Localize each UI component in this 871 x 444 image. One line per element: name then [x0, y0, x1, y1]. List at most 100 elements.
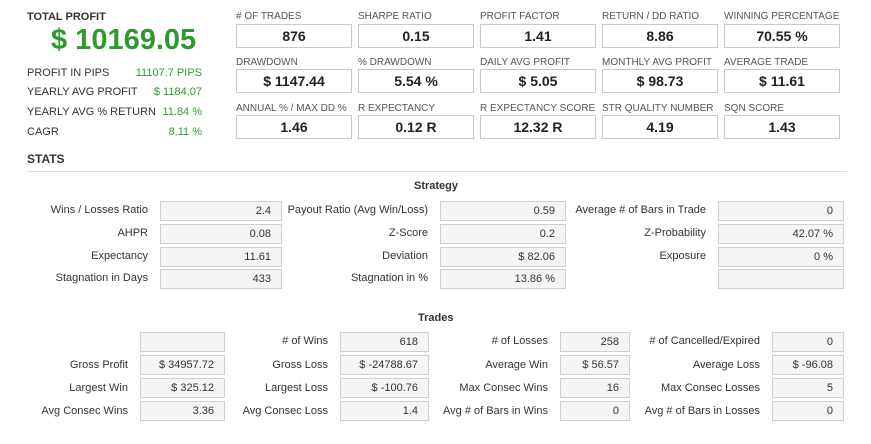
strategy-value: 42.07 % [718, 224, 844, 244]
summary-label: CAGR [27, 126, 59, 138]
trades-label: Largest Win [69, 382, 128, 394]
kpi-label: R EXPECTANCY [358, 103, 436, 114]
total-profit-label: TOTAL PROFIT [27, 11, 106, 23]
stats-divider [27, 171, 847, 172]
trades-label: Gross Loss [272, 359, 328, 371]
trades-label: Max Consec Losses [660, 382, 760, 394]
summary-row-cagr: CAGR 8.11 % [27, 126, 202, 142]
trades-label: # of Cancelled/Expired [649, 335, 760, 347]
stats-title: STATS [27, 152, 65, 166]
strategy-value: 0.2 [440, 224, 566, 244]
trades-label: Average Win [485, 359, 548, 371]
kpi-label: STR QUALITY NUMBER [602, 103, 714, 114]
trades-value: 258 [560, 332, 630, 352]
summary-label: YEARLY AVG % RETURN [27, 106, 156, 118]
summary-row-profit-pips: PROFIT IN PIPS 11107.7 PIPS [27, 67, 202, 83]
kpi-value: 4.19 [602, 115, 718, 139]
summary-label: YEARLY AVG PROFIT [27, 86, 138, 98]
kpi-label: SHARPE RATIO [358, 11, 432, 22]
trades-value [140, 332, 225, 352]
trades-value: $ -100.76 [340, 378, 429, 398]
strategy-label: Stagnation in Days [55, 272, 148, 284]
strategy-value: 0 [718, 201, 844, 221]
strategy-value: 0.08 [160, 224, 282, 244]
strategy-value: 433 [160, 269, 282, 289]
trades-value: $ 325.12 [140, 378, 225, 398]
kpi-value: 70.55 % [724, 24, 840, 48]
strategy-title: Strategy [414, 180, 459, 192]
strategy-value: $ 82.06 [440, 247, 566, 267]
summary-value: 11107.7 PIPS [135, 67, 202, 79]
kpi-value: 12.32 R [480, 115, 596, 139]
kpi-label: RETURN / DD RATIO [602, 11, 700, 22]
kpi-label: AVERAGE TRADE [724, 57, 809, 68]
trades-value: 1.4 [340, 401, 429, 421]
kpi-value: 1.46 [236, 115, 352, 139]
kpi-label: # OF TRADES [236, 11, 302, 22]
total-profit-value: $ 10169.05 [51, 24, 197, 56]
strategy-value: 2.4 [160, 201, 282, 221]
strategy-value: 0 % [718, 247, 844, 267]
trades-label: Largest Loss [265, 382, 328, 394]
strategy-label: Z-Probability [644, 227, 706, 239]
trades-value: 0 [772, 332, 844, 352]
kpi-label: SQN SCORE [724, 103, 785, 114]
trades-label: Max Consec Wins [459, 382, 548, 394]
summary-row-yearly-avg-profit: YEARLY AVG PROFIT $ 1184.07 [27, 86, 202, 102]
trades-value: 5 [772, 378, 844, 398]
kpi-value: 0.12 R [358, 115, 474, 139]
trades-value: $ 56.57 [560, 355, 630, 375]
trades-value: 618 [340, 332, 429, 352]
strategy-label: Exposure [659, 250, 706, 262]
kpi-value: $ 5.05 [480, 69, 596, 93]
trades-label: Gross Profit [69, 359, 128, 371]
summary-row-yearly-avg-return: YEARLY AVG % RETURN 11.84 % [27, 106, 202, 122]
strategy-value: 0.59 [440, 201, 566, 221]
summary-value: $ 1184.07 [153, 86, 202, 98]
trades-label: # of Wins [282, 335, 328, 347]
summary-label: PROFIT IN PIPS [27, 67, 110, 79]
trades-label: Avg # of Bars in Losses [644, 405, 760, 417]
trades-value: 3.36 [140, 401, 225, 421]
strategy-label: AHPR [117, 227, 148, 239]
trades-value: $ 34957.72 [140, 355, 225, 375]
trades-value: $ -24788.67 [340, 355, 429, 375]
kpi-value: 8.86 [602, 24, 718, 48]
strategy-value [718, 269, 844, 289]
kpi-value: 5.54 % [358, 69, 474, 93]
summary-value: 8.11 % [168, 126, 202, 138]
kpi-label: R EXPECTANCY SCORE [480, 103, 596, 114]
strategy-label: Payout Ratio (Avg Win/Loss) [287, 204, 428, 216]
kpi-value: 876 [236, 24, 352, 48]
strategy-value: 11.61 [160, 247, 282, 267]
summary-value: 11.84 % [162, 106, 202, 118]
strategy-label: Stagnation in % [350, 272, 428, 284]
strategy-label: Z-Score [388, 227, 428, 239]
kpi-label: PROFIT FACTOR [480, 11, 560, 22]
trades-label: Avg # of Bars in Wins [443, 405, 548, 417]
kpi-label: ANNUAL % / MAX DD % [236, 103, 347, 114]
kpi-value: 1.41 [480, 24, 596, 48]
trades-value: 16 [560, 378, 630, 398]
trades-value: 0 [560, 401, 630, 421]
trades-label: Avg Consec Wins [41, 405, 128, 417]
strategy-label: Expectancy [91, 250, 148, 262]
trades-label: Average Loss [692, 359, 760, 371]
kpi-value: 0.15 [358, 24, 474, 48]
kpi-value: $ 98.73 [602, 69, 718, 93]
kpi-label: % DRAWDOWN [358, 57, 432, 68]
trades-value: 0 [772, 401, 844, 421]
strategy-label: Deviation [382, 250, 428, 262]
kpi-value: 1.43 [724, 115, 840, 139]
kpi-value: $ 11.61 [724, 69, 840, 93]
strategy-label: Wins / Losses Ratio [50, 204, 148, 216]
trades-label: Avg Consec Loss [242, 405, 328, 417]
trades-title: Trades [418, 312, 454, 324]
strategy-label: Average # of Bars in Trade [575, 204, 706, 216]
kpi-value: $ 1147.44 [236, 69, 352, 93]
trades-label: # of Losses [491, 335, 548, 347]
strategy-value: 13.86 % [440, 269, 566, 289]
kpi-label: MONTHLY AVG PROFIT [602, 57, 713, 68]
kpi-label: DRAWDOWN [236, 57, 298, 68]
kpi-label: DAILY AVG PROFIT [480, 57, 571, 68]
